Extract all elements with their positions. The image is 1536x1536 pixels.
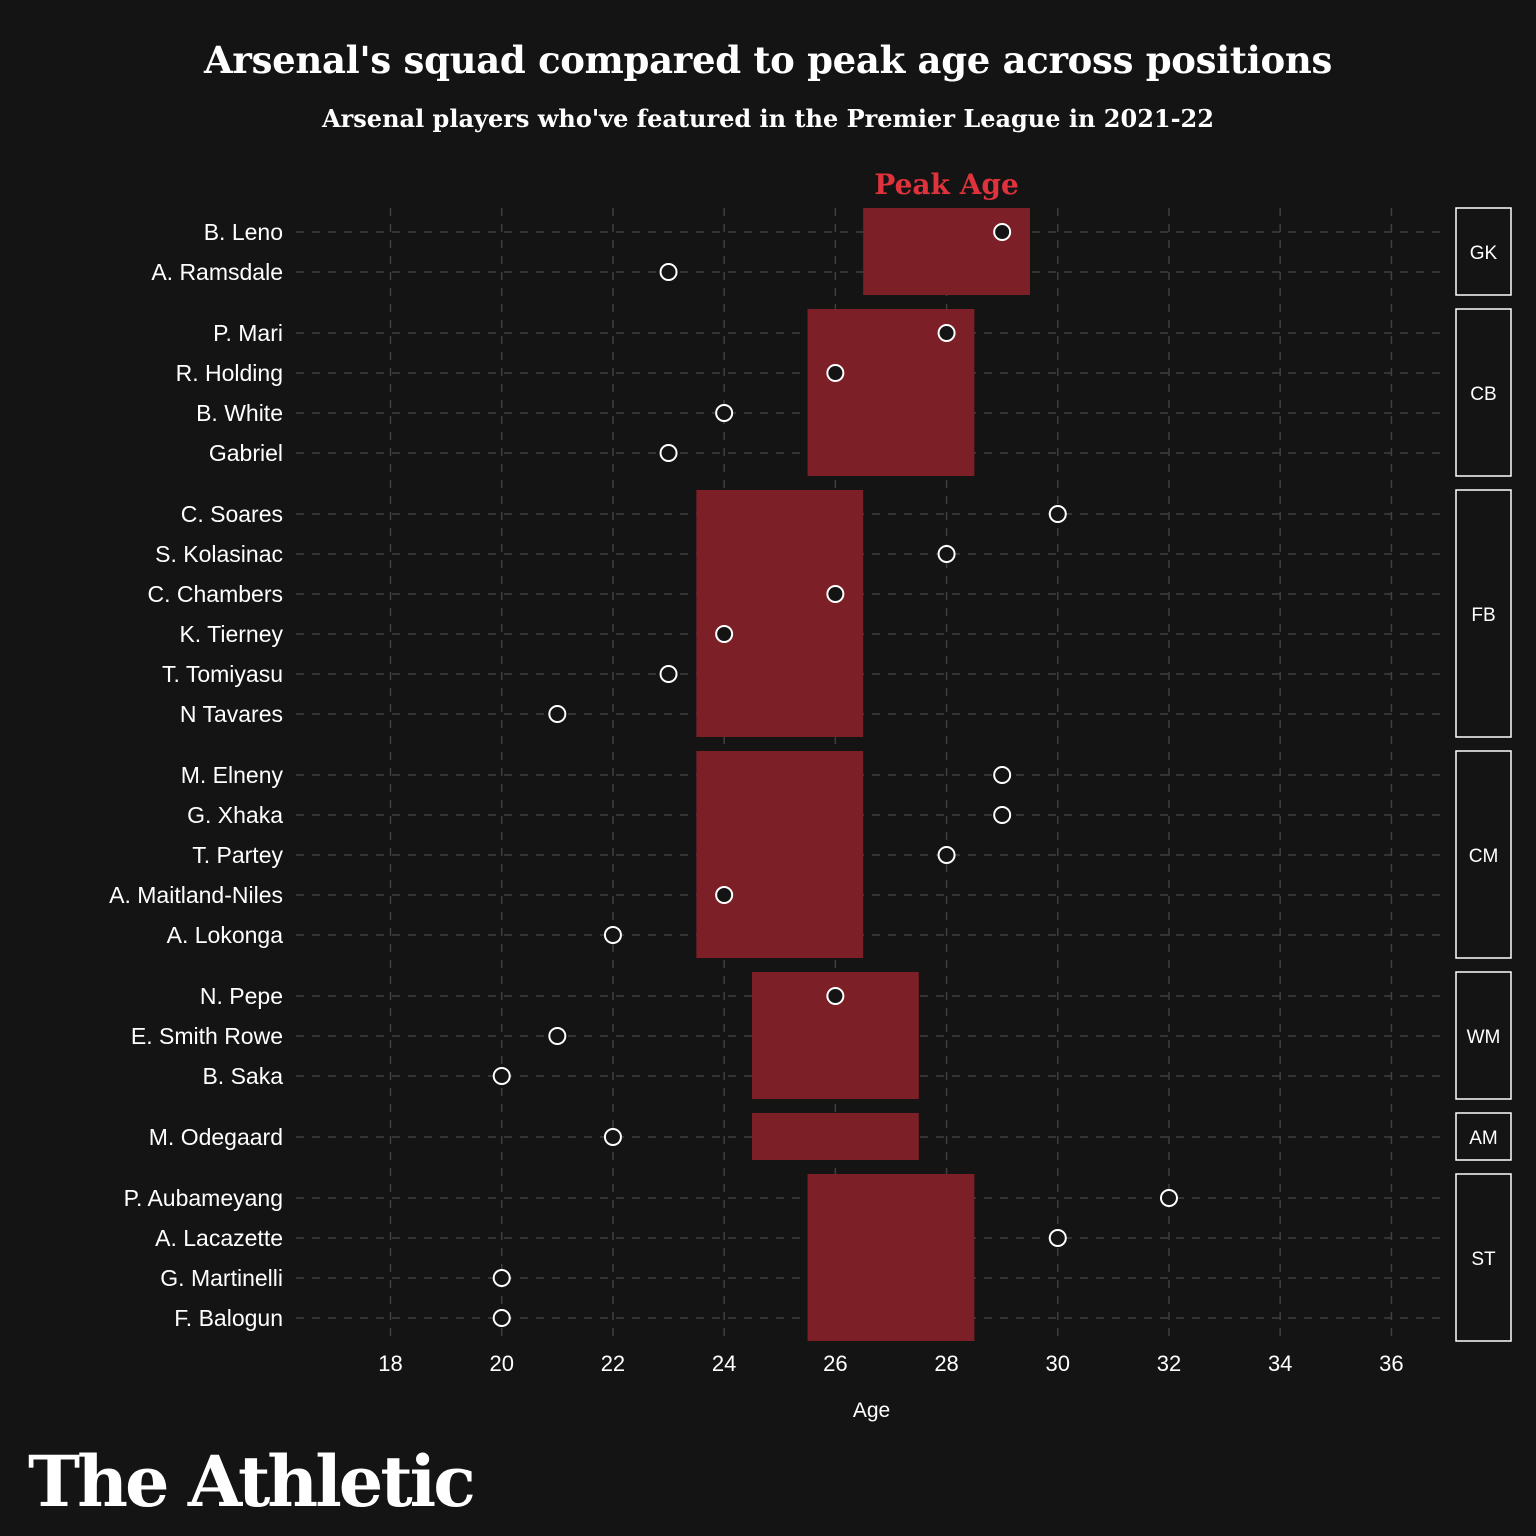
player-point xyxy=(715,886,734,904)
player-point xyxy=(659,444,678,462)
player-label: M. Odegaard xyxy=(149,1124,283,1150)
player-point xyxy=(993,806,1012,824)
player-label: F. Balogun xyxy=(174,1305,283,1331)
player-label: G. Martinelli xyxy=(160,1265,283,1291)
facet-label-fb: FB xyxy=(1471,605,1495,626)
player-point xyxy=(659,263,678,281)
facet-label-wm: WM xyxy=(1467,1027,1501,1048)
x-tick-label: 24 xyxy=(712,1351,736,1376)
player-label: P. Mari xyxy=(213,320,283,346)
player-label: E. Smith Rowe xyxy=(131,1023,283,1049)
facet-box-cb xyxy=(1455,308,1512,477)
player-label: P. Aubameyang xyxy=(124,1185,283,1211)
player-point xyxy=(937,846,956,864)
x-tick-label: 26 xyxy=(823,1351,847,1376)
player-label: C. Chambers xyxy=(148,581,283,607)
facet-box-wm xyxy=(1455,971,1512,1100)
player-point xyxy=(548,1027,567,1045)
facet-box-cm xyxy=(1455,750,1512,959)
player-point xyxy=(603,926,622,944)
peak-age-chart: Peak Age B. Leno A. Ramsdale P. Mari R. Hold… xyxy=(109,168,1512,1422)
player-label: A. Lacazette xyxy=(155,1225,283,1251)
player-point xyxy=(826,364,845,382)
player-point xyxy=(993,766,1012,784)
facet-label-cm: CM xyxy=(1469,846,1499,867)
player-point xyxy=(937,545,956,563)
player-label: B. Leno xyxy=(204,219,283,245)
x-tick-label: 22 xyxy=(601,1351,625,1376)
facet-box-gk xyxy=(1455,207,1512,296)
player-point xyxy=(993,223,1012,241)
facet-label-cb: CB xyxy=(1470,384,1496,405)
player-label: A. Maitland-Niles xyxy=(109,882,283,908)
player-label: N Tavares xyxy=(180,701,283,727)
player-label: M. Elneny xyxy=(181,762,284,788)
facet-box-st xyxy=(1455,1173,1512,1342)
player-point xyxy=(659,665,678,683)
player-label: B. White xyxy=(196,400,283,426)
facet-label-gk: GK xyxy=(1470,243,1498,264)
player-point xyxy=(826,585,845,603)
player-point xyxy=(1048,505,1067,523)
player-label: A. Ramsdale xyxy=(151,259,283,285)
x-tick-label: 34 xyxy=(1268,1351,1292,1376)
player-label: T. Partey xyxy=(192,842,283,868)
player-label: C. Soares xyxy=(181,501,283,527)
chart-subtitle: Arsenal players who've featured in the P… xyxy=(322,104,1214,133)
facet-box-am xyxy=(1455,1112,1512,1161)
player-label: A. Lokonga xyxy=(167,922,284,948)
facet-box-fb xyxy=(1455,489,1512,738)
facet-label-st: ST xyxy=(1471,1249,1496,1270)
player-point xyxy=(715,404,734,422)
player-point xyxy=(826,987,845,1005)
player-label: S. Kolasinac xyxy=(155,541,283,567)
peak-band-fb xyxy=(696,490,864,737)
brand-logo: The Athletic xyxy=(28,1440,476,1523)
peak-age-bands xyxy=(696,208,1030,1341)
player-label: G. Xhaka xyxy=(187,802,283,828)
player-point xyxy=(715,625,734,643)
player-point xyxy=(937,324,956,342)
chart-title: Arsenal's squad compared to peak age acr… xyxy=(204,38,1332,82)
x-tick-label: 30 xyxy=(1046,1351,1070,1376)
x-axis-title: Age xyxy=(853,1399,890,1422)
x-tick-label: 20 xyxy=(489,1351,513,1376)
facet-label-am: AM xyxy=(1469,1128,1498,1149)
player-point xyxy=(492,1269,511,1287)
x-tick-label: 28 xyxy=(934,1351,958,1376)
player-point xyxy=(492,1309,511,1327)
player-point xyxy=(492,1067,511,1085)
peak-age-label: Peak Age xyxy=(874,168,1019,201)
player-point xyxy=(1159,1189,1178,1207)
player-point xyxy=(603,1128,622,1146)
player-point xyxy=(548,705,567,723)
peak-band-am xyxy=(751,1113,919,1160)
player-label: B. Saka xyxy=(202,1063,283,1089)
player-points xyxy=(492,223,1178,1327)
peak-band-gk xyxy=(863,208,1030,295)
x-tick-labels: 18 20 22 24 26 28 30 32 34 36 xyxy=(378,1351,1403,1376)
player-label: K. Tierney xyxy=(179,621,283,647)
x-tick-label: 18 xyxy=(378,1351,402,1376)
player-label: R. Holding xyxy=(176,360,283,386)
peak-band-cm xyxy=(696,751,864,958)
position-facets: GK CB FB CM WM AM ST xyxy=(1455,207,1512,1342)
x-tick-label: 32 xyxy=(1157,1351,1181,1376)
player-label: N. Pepe xyxy=(200,983,283,1009)
player-label: Gabriel xyxy=(209,440,283,466)
x-tick-label: 36 xyxy=(1379,1351,1403,1376)
player-labels: B. Leno A. Ramsdale P. Mari R. Holding B. Wh… xyxy=(109,219,283,1331)
player-point xyxy=(1048,1229,1067,1247)
player-label: T. Tomiyasu xyxy=(162,661,283,687)
peak-band-st xyxy=(807,1174,975,1341)
